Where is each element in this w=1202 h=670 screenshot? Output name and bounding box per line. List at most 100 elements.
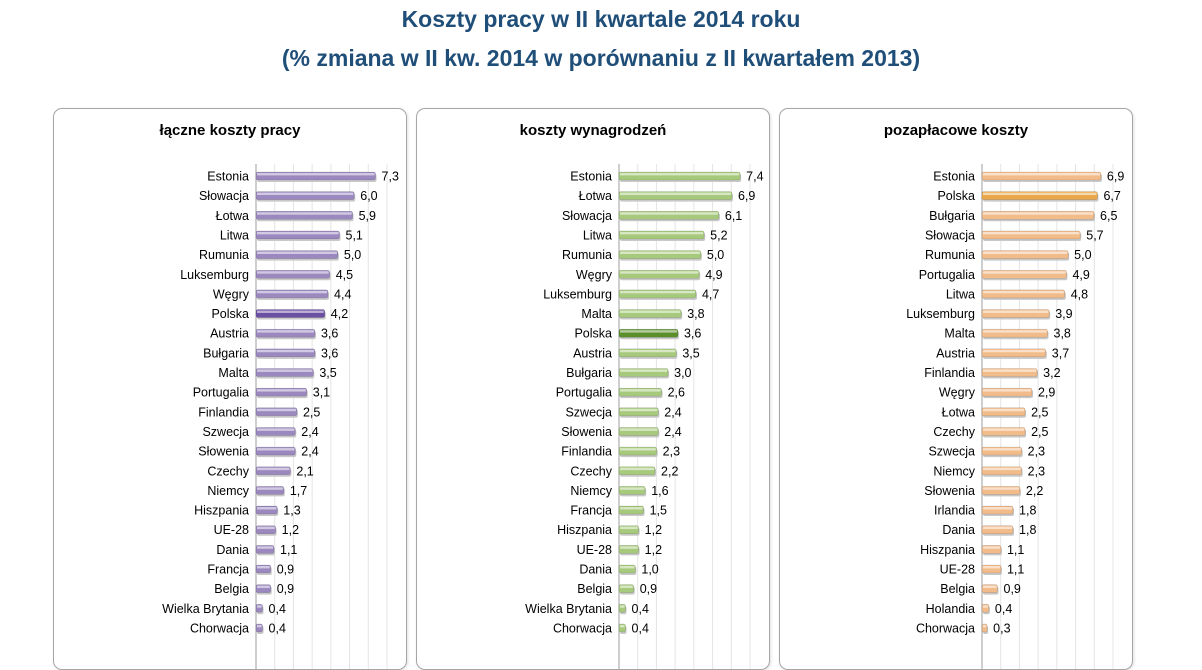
category-label: Malta [218,366,249,380]
value-label: 6,9 [738,189,755,203]
bar-gloss [983,507,1013,510]
bar-gloss [620,487,645,490]
value-label: 6,7 [1103,189,1120,203]
bar-gloss [257,585,270,589]
value-label: 3,6 [321,327,338,341]
panel-title: pozapłacowe koszty [883,122,1029,139]
value-label: 6,5 [1100,209,1117,223]
category-label: Finlandia [924,366,975,380]
category-label: Litwa [946,287,975,301]
bar-gloss [983,389,1031,392]
category-label: Węgry [939,386,976,400]
bar-chart-non-wage-costs: Estonia 6,9 Polska 6,7 Bułgaria 6,5 Słowacja 5,… [906,164,1124,669]
bar-gloss [983,566,1000,569]
value-label: 4,2 [331,307,348,321]
category-label: Litwa [583,228,612,242]
category-label: Chorwacja [190,621,249,635]
bar-gloss [257,428,295,431]
value-label: 5,0 [1074,248,1091,262]
bar-gloss [620,389,661,392]
value-label: 1,2 [645,523,662,537]
bar-gloss [983,330,1047,333]
bar-gloss [257,369,313,372]
bar-gloss [257,389,306,392]
value-label: 1,1 [1007,563,1024,577]
category-label: Francja [207,563,249,577]
category-label: Belgia [577,582,612,596]
bar-gloss [620,251,700,254]
category-label: Łotwa [216,209,249,223]
bar-gloss [983,624,987,628]
category-label: Słowacja [562,209,612,223]
bar-gloss [983,585,997,589]
value-label: 1,3 [283,504,300,518]
bar-gloss [257,330,314,333]
value-label: 1,1 [280,543,297,557]
bar-gloss [983,192,1097,196]
bar-gloss [983,349,1045,353]
category-label: Chorwacja [553,621,612,635]
bar-gloss [620,290,695,294]
bar-gloss [257,566,270,569]
category-label: Dania [579,563,612,577]
category-label: Dania [216,543,249,557]
category-label: Rumunia [925,248,975,262]
value-label: 3,0 [674,366,691,380]
category-label: Polska [574,327,612,341]
category-label: Słowenia [924,484,975,498]
bar-gloss [983,310,1049,313]
value-label: 1,1 [1007,543,1024,557]
bar-gloss [257,290,328,294]
category-label: Malta [944,327,975,341]
chart-subtitle: (% zmiana w II kw. 2014 w porównaniu z I… [281,45,921,71]
panel-total-labour-costs: łączne koszty pracy Estonia 7,3 Słowacja 6,… [53,108,407,670]
category-label: Irlandia [934,504,975,518]
gridlines [637,164,751,669]
category-label: Słowacja [925,228,975,242]
category-label: Łotwa [579,189,612,203]
value-label: 2,5 [1031,425,1048,439]
value-label: 2,1 [296,464,313,478]
bar-gloss [620,173,740,176]
bar-gloss [620,369,668,372]
value-label: 2,2 [1026,484,1043,498]
value-label: 5,1 [346,228,363,242]
category-label: Hiszpania [194,504,249,518]
value-label: 3,5 [319,366,336,380]
bar-gloss [983,369,1037,372]
bar-gloss [983,467,1021,471]
value-label: 5,2 [710,228,727,242]
value-label: 0,3 [993,621,1010,635]
category-label: Słowenia [198,445,249,459]
category-label: Niemcy [570,484,612,498]
bar-gloss [257,173,375,176]
value-label: 0,9 [277,563,294,577]
chart-title: Koszty pracy w II kwartale 2014 roku [401,6,801,32]
value-label: 5,9 [359,209,376,223]
bar-gloss [257,526,275,530]
bar-gloss [983,251,1068,254]
bar-gloss [620,212,718,215]
category-label: Austria [936,346,975,360]
bar-gloss [620,408,658,412]
value-label: 6,1 [725,209,742,223]
value-label: 0,9 [277,582,294,596]
value-label: 1,8 [1019,504,1036,518]
category-label: Słowacja [199,189,249,203]
category-label: Niemcy [933,464,975,478]
bar-gloss [620,507,643,510]
category-label: Hiszpania [920,543,975,557]
category-label: UE-28 [214,523,249,537]
bar-gloss [257,605,262,608]
bar-gloss [620,271,699,274]
category-label: Słowenia [561,425,612,439]
value-label: 1,2 [282,523,299,537]
value-label: 7,4 [746,170,763,184]
category-label: Łotwa [942,405,975,419]
value-label: 0,9 [1004,582,1021,596]
value-label: 2,4 [301,425,318,439]
bar-gloss [620,624,625,628]
bar-gloss [983,290,1064,294]
value-label: 2,6 [668,386,685,400]
panel-title: łączne koszty pracy [159,122,301,139]
